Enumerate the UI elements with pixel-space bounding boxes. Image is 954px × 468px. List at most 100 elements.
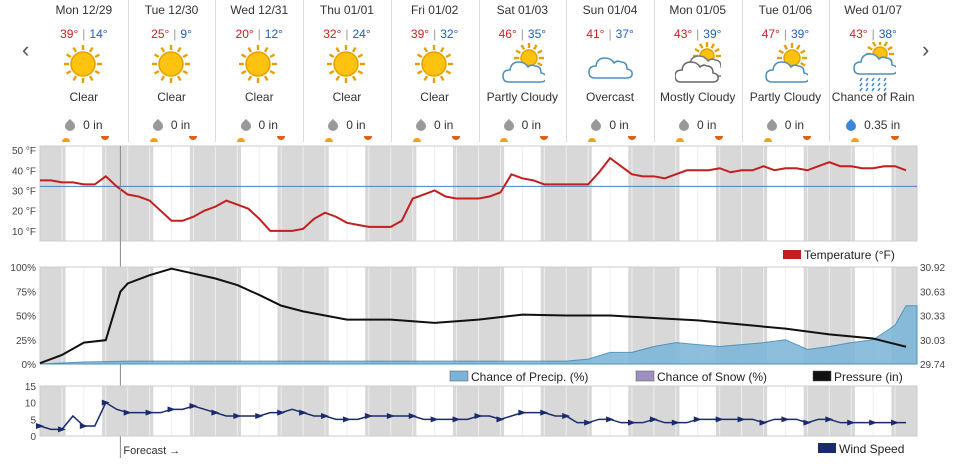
precip-area — [39, 305, 918, 365]
temp-divider: | — [871, 27, 875, 41]
precip-value: 0 in — [784, 118, 805, 132]
condition-label: Clear — [332, 90, 362, 104]
day-temps: 43° | 38° — [829, 27, 917, 41]
temp-tick-label: 50 °F — [12, 146, 36, 157]
precip-value: 0 in — [521, 118, 542, 132]
temp-divider: | — [257, 27, 261, 41]
precip-amount: 0 in — [566, 118, 654, 133]
pressure-tick-label: 30.03 — [920, 336, 945, 347]
wind-direction-icon — [803, 419, 812, 426]
previous-arrow-icon[interactable]: ‹ — [22, 37, 30, 62]
low-temp: 37° — [615, 27, 634, 41]
condition-label: Mostly Cloudy — [660, 90, 736, 104]
day-divider — [127, 0, 129, 142]
temp-divider: | — [520, 27, 524, 41]
day-divider — [829, 0, 831, 142]
day-date: Tue 01/06 — [758, 3, 813, 17]
pressure-tick-label: 30.63 — [920, 287, 945, 298]
high-temp: 20° — [235, 27, 254, 41]
sunrise-sunset-icon — [128, 134, 216, 142]
pressure-tick-label: 30.92 — [920, 263, 945, 274]
day-temps: 39° | 14° — [40, 27, 128, 41]
night-band — [40, 146, 66, 241]
day-column[interactable]: Wed 12/31 20° | 12° Clear 0 in — [215, 0, 303, 142]
wind-direction-icon — [627, 419, 636, 426]
forecast-label: Forecast → — [123, 445, 180, 457]
day-divider — [215, 0, 217, 142]
partly-cloudy-icon — [742, 42, 830, 86]
day-column[interactable]: Fri 01/02 39° | 32° Clear 0 in — [391, 0, 479, 142]
precip-amount: 0 in — [654, 118, 742, 133]
night-band — [40, 267, 66, 364]
condition-label: Partly Cloudy — [486, 90, 559, 104]
day-temps: 43° | 39° — [654, 27, 742, 41]
day-date: Fri 01/02 — [410, 3, 459, 17]
sunrise-sunset-icon — [40, 134, 128, 142]
day-temps: 20° | 12° — [215, 27, 303, 41]
wind-legend-label: Wind Speed — [839, 442, 904, 456]
low-temp: 39° — [791, 27, 810, 41]
high-temp: 41° — [586, 27, 605, 41]
precip-amount: 0 in — [479, 118, 567, 133]
sunrise-sunset-icon — [742, 134, 830, 142]
day-column[interactable]: Wed 01/07 43° | 38° Chance of Rain 0.35 in — [829, 0, 917, 142]
wind-direction-icon — [474, 413, 483, 419]
wind-direction-icon — [649, 416, 658, 423]
precip-legend-label: Chance of Precip. (%) — [471, 370, 588, 384]
day-column[interactable]: Tue 01/06 47° | 39° Partly Cloudy 0 in — [742, 0, 830, 142]
day-date: Sat 01/03 — [496, 3, 549, 17]
condition-label: Clear — [244, 90, 274, 104]
day-column[interactable]: Mon 01/05 43° | 39° Mostly Cloudy 0 in — [654, 0, 742, 142]
precip-value: 0 in — [258, 118, 278, 132]
day-date: Sun 01/04 — [582, 3, 638, 17]
precip-amount: 0 in — [742, 118, 830, 133]
temperature-legend-swatch — [783, 250, 801, 259]
temp-tick-label: 10 °F — [12, 227, 36, 238]
low-temp: 38° — [878, 27, 897, 41]
day-column[interactable]: Sat 01/03 46° | 35° Partly Cloudy 0 in — [479, 0, 567, 142]
low-temp: 24° — [352, 27, 371, 41]
high-temp: 32° — [323, 27, 342, 41]
wind-tick-label: 15 — [25, 382, 37, 393]
night-band — [891, 386, 917, 436]
wind-direction-icon — [496, 416, 505, 423]
wind-direction-icon — [781, 416, 790, 423]
wind-direction-icon — [255, 413, 264, 419]
wind-direction-icon — [737, 416, 746, 423]
precip-amount: 0 in — [391, 118, 479, 133]
sunrise-sunset-icon — [391, 134, 479, 142]
precip-value: 0 in — [83, 118, 103, 132]
low-temp: 14° — [89, 27, 108, 41]
temperature-line — [40, 156, 907, 232]
high-temp: 47° — [761, 27, 780, 41]
precip-value: 0 in — [433, 118, 454, 132]
wind-legend-swatch — [818, 443, 836, 453]
day-divider — [741, 0, 743, 142]
wind-direction-icon — [167, 406, 176, 413]
day-column[interactable]: Mon 12/29 39° | 14° Clear 0 in — [40, 0, 128, 142]
day-divider — [303, 0, 305, 142]
percent-tick-label: 50% — [16, 312, 36, 323]
day-temps: 46° | 35° — [479, 27, 567, 41]
percent-tick-label: 75% — [16, 287, 36, 298]
temp-divider: | — [783, 27, 787, 41]
wind-direction-icon — [518, 409, 527, 416]
day-date: Tue 12/30 — [144, 3, 199, 17]
sun-icon — [303, 42, 391, 86]
temp-tick-label: 30 °F — [12, 186, 36, 197]
day-column[interactable]: Tue 12/30 25° | 9° Clear 0 in — [128, 0, 216, 142]
temp-tick-label: 40 °F — [12, 166, 36, 177]
day-temps: 39° | 32° — [391, 27, 479, 41]
precip-amount: 0 in — [215, 118, 303, 133]
day-column[interactable]: Thu 01/01 32° | 24° Clear 0 in — [303, 0, 391, 142]
next-arrow-icon[interactable]: › — [922, 37, 930, 62]
precip-amount: 0.35 in — [829, 118, 917, 133]
day-divider — [478, 0, 480, 142]
precip-value: 0 in — [697, 118, 717, 132]
wind-direction-icon — [123, 409, 132, 416]
wind-tick-label: 5 — [30, 415, 36, 426]
low-temp: 32° — [440, 27, 459, 41]
day-column[interactable]: Sun 01/04 41° | 37° Overcast 0 in — [566, 0, 654, 142]
precip-value: 0 in — [170, 118, 191, 132]
